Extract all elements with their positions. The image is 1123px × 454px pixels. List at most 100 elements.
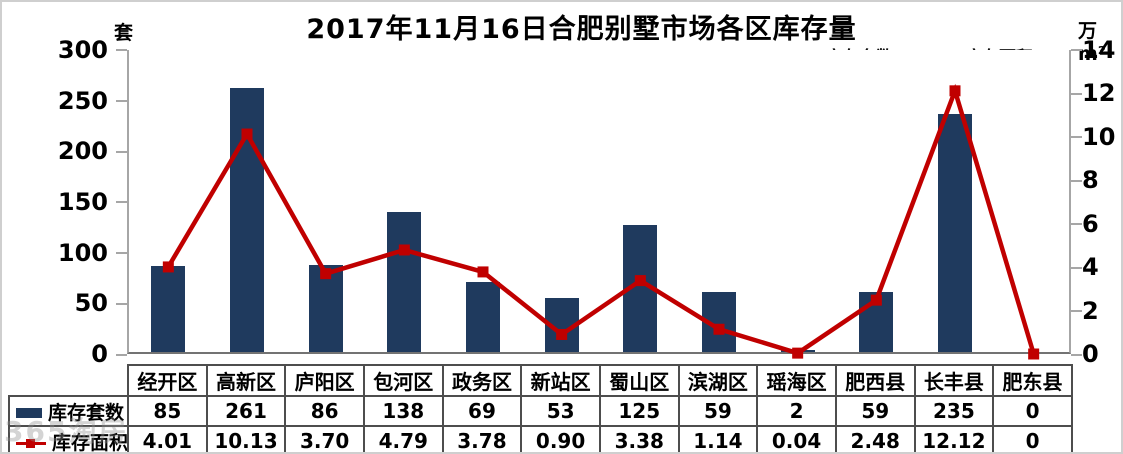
- table-cell-滨湖区-库存面积: 1.14: [677, 425, 759, 452]
- table-header-政务区: 政务区: [441, 364, 523, 397]
- bar-swatch-icon: [16, 408, 42, 418]
- table-cell-高新区-库存套数: 261: [205, 395, 287, 427]
- table-cell-瑶海区-库存套数: 2: [756, 395, 837, 427]
- table-cell-滨湖区-库存套数: 59: [677, 395, 759, 427]
- line-marker-庐阳区: [320, 268, 332, 280]
- table-header-蜀山区: 蜀山区: [598, 364, 680, 397]
- line-marker-瑶海区: [792, 347, 804, 359]
- table-cell-包河区-库存面积: 4.79: [362, 425, 444, 452]
- right-tick-label-14: 14: [1082, 36, 1116, 64]
- bar-庐阳区: [308, 264, 343, 352]
- table-row-label-库存套数: 库存套数: [8, 395, 129, 427]
- table-header-经开区: 经开区: [127, 364, 208, 397]
- table-row-库存面积: 库存面积 4.01 10.13 3.70 4.79 3.78 0.90 3.38 1.14 0.0…: [8, 425, 1073, 452]
- bar-政务区: [466, 282, 500, 352]
- left-axis-ticks: [116, 49, 127, 356]
- tick-mark: [1071, 179, 1082, 182]
- tick-mark: [1071, 49, 1082, 51]
- plot-area: [127, 50, 1071, 360]
- tick-mark: [116, 303, 127, 306]
- left-tick-label-50: 50: [74, 289, 108, 318]
- table-cell-政务区-库存面积: 3.78: [441, 425, 523, 452]
- left-tick-label-300: 300: [57, 36, 108, 64]
- table-cell-经开区-库存套数: 85: [127, 395, 208, 427]
- tick-mark: [1071, 266, 1082, 269]
- data-table-body: 经开区 高新区 庐阳区 包河区 政务区 新站区 蜀山区 滨湖区 瑶海区 肥西县 长丰县 肥东县 库存套数…: [8, 364, 1073, 452]
- left-axis-tick-labels: 300 250 200 150 100 50 0: [16, 36, 108, 368]
- data-table: 经开区 高新区 庐阳区 包河区 政务区 新站区 蜀山区 滨湖区 瑶海区 肥西县 长丰县 肥东县 库存套数…: [8, 364, 1073, 452]
- table-header-高新区: 高新区: [205, 364, 287, 397]
- tick-mark: [116, 99, 127, 102]
- tick-mark: [1071, 136, 1082, 139]
- table-header-瑶海区: 瑶海区: [756, 364, 837, 397]
- left-tick-label-250: 250: [57, 86, 108, 115]
- table-cell-蜀山区-库存套数: 125: [598, 395, 680, 427]
- chart-title: 2017年11月16日合肥别墅市场各区库存量: [306, 14, 857, 45]
- right-axis-tick-labels: 14 12 10 8 6 4 2 0: [1082, 36, 1121, 368]
- line-series-path: [166, 83, 1036, 356]
- table-cell-长丰县-库存面积: 12.12: [913, 425, 995, 452]
- bar-包河区: [387, 212, 422, 352]
- line-marker-经开区: [162, 261, 174, 273]
- table-cell-新站区-库存套数: 53: [520, 395, 601, 427]
- bar-经开区: [151, 265, 186, 352]
- table-row-库存套数: 库存套数 85 261 86 138 69 53 125 59 2 59 235 0: [8, 395, 1073, 427]
- table-cell-肥西县-库存套数: 59: [834, 395, 916, 427]
- table-cell-蜀山区-库存面积: 3.38: [598, 425, 680, 452]
- table-cell-长丰县-库存套数: 235: [913, 395, 995, 427]
- right-tick-label-12: 12: [1082, 79, 1116, 108]
- table-cell-包河区-库存套数: 138: [362, 395, 444, 427]
- line-marker-政务区: [477, 266, 489, 278]
- tick-mark: [116, 201, 127, 204]
- line-marker-包河区: [398, 244, 410, 256]
- table-header-新站区: 新站区: [520, 364, 601, 397]
- right-tick-label-6: 6: [1082, 209, 1099, 238]
- line-marker-新站区: [556, 328, 568, 340]
- table-cell-经开区-库存面积: 4.01: [127, 425, 208, 452]
- tick-mark: [116, 49, 127, 51]
- line-series-svg: [162, 83, 1040, 360]
- tick-mark: [116, 150, 127, 153]
- line-marker-肥东县: [1028, 348, 1040, 360]
- left-tick-label-150: 150: [57, 187, 108, 216]
- table-header-滨湖区: 滨湖区: [677, 364, 759, 397]
- line-marker-长丰县: [949, 85, 961, 97]
- left-tick-label-200: 200: [57, 137, 108, 166]
- table-cell-肥东县-库存套数: 0: [992, 395, 1073, 427]
- table-cell-肥西县-库存面积: 2.48: [834, 425, 916, 452]
- table-cell-肥东县-库存面积: 0: [992, 425, 1073, 452]
- left-tick-label-0: 0: [91, 339, 108, 368]
- left-axis-unit-label: 套: [114, 22, 134, 44]
- tick-mark: [1071, 223, 1082, 226]
- line-marker-肥西县: [870, 294, 882, 306]
- tick-mark: [116, 252, 127, 255]
- right-axis-ticks: [1071, 49, 1082, 356]
- right-axis-unit-label: 万m²: [1078, 20, 1107, 65]
- table-cell-政务区-库存套数: 69: [441, 395, 523, 427]
- line-marker-滨湖区: [713, 323, 725, 335]
- table-header-肥西县: 肥西县: [834, 364, 916, 397]
- table-header-长丰县: 长丰县: [913, 364, 995, 397]
- tick-mark: [1071, 92, 1082, 95]
- table-cell-庐阳区-库存套数: 86: [284, 395, 365, 427]
- table-header-肥东县: 肥东县: [992, 364, 1073, 397]
- tick-mark: [1071, 310, 1082, 313]
- table-header-包河区: 包河区: [362, 364, 444, 397]
- table-cell-高新区-库存面积: 10.13: [205, 425, 287, 452]
- table-cell-庐阳区-库存面积: 3.70: [284, 425, 365, 452]
- tick-mark: [1071, 353, 1082, 356]
- table-cell-瑶海区-库存面积: 0.04: [756, 425, 837, 452]
- right-tick-label-0: 0: [1082, 339, 1099, 368]
- tick-mark: [116, 353, 127, 356]
- right-tick-label-10: 10: [1082, 122, 1116, 151]
- table-cell-新站区-库存面积: 0.90: [520, 425, 601, 452]
- line-swatch-icon: [16, 438, 46, 448]
- right-tick-label-4: 4: [1082, 253, 1099, 282]
- table-header-row: 经开区 高新区 庐阳区 包河区 政务区 新站区 蜀山区 滨湖区 瑶海区 肥西县 长丰县 肥东县: [9, 364, 1073, 397]
- line-marker-高新区: [241, 128, 253, 140]
- right-tick-label-8: 8: [1082, 166, 1099, 195]
- line-marker-蜀山区: [634, 275, 646, 287]
- left-tick-label-100: 100: [57, 238, 108, 267]
- right-tick-label-2: 2: [1082, 296, 1099, 325]
